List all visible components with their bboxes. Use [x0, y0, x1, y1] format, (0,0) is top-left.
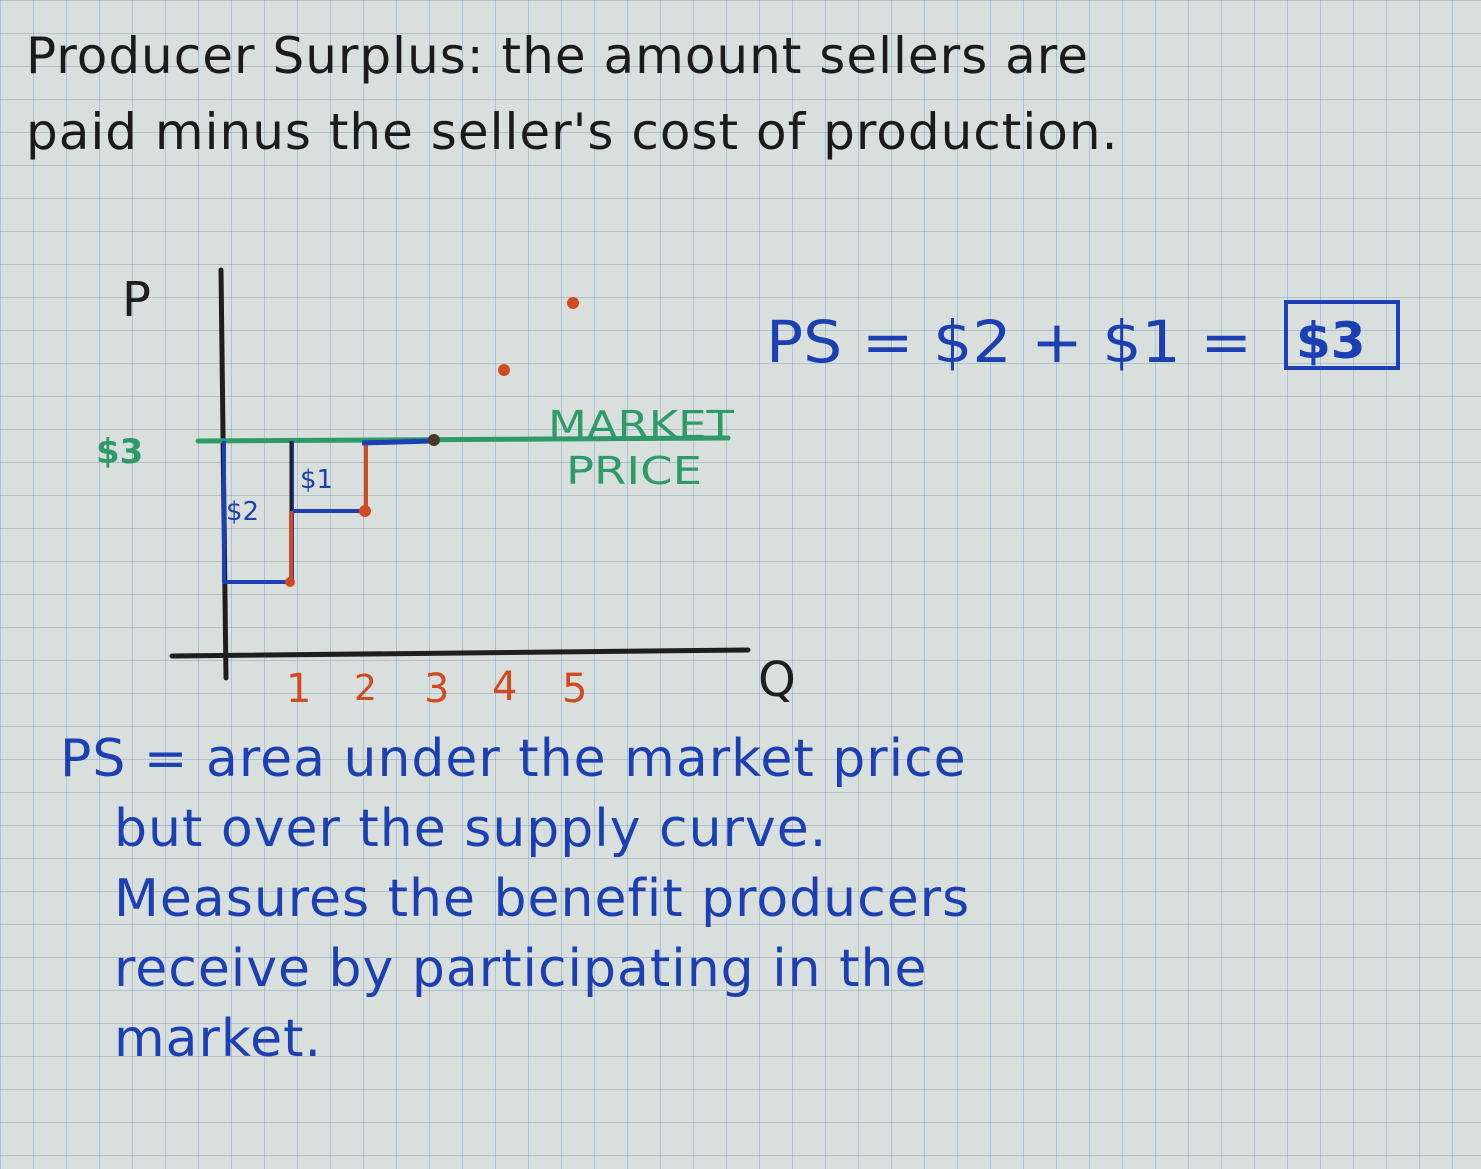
- definition-line-3: Measures the benefit producers: [114, 869, 971, 929]
- definition-line-2: but over the supply curve.: [114, 799, 828, 859]
- q-tick-4: 4: [492, 664, 517, 710]
- equation-result-box: [1284, 300, 1400, 370]
- q-tick-1: 1: [286, 666, 311, 712]
- market-price-line: [195, 435, 731, 444]
- supply-point-5: [567, 297, 579, 309]
- market-price-label-line-1: MARKET: [548, 403, 735, 447]
- q-tick-5: 5: [562, 666, 587, 712]
- supply-point-3: [428, 434, 440, 446]
- definition-line-1: PS = area under the market price: [60, 729, 967, 789]
- q-tick-2: 2: [354, 668, 377, 709]
- definition: PS = area under the market price but ove…: [60, 724, 1440, 1074]
- surplus-box-2-top: [361, 438, 433, 446]
- supply-point-2: [359, 505, 371, 517]
- x-axis-label: Q: [758, 652, 796, 708]
- surplus-box-2-label: $1: [300, 465, 333, 495]
- heading-line-1: Producer Surplus: the amount sellers are: [26, 27, 1090, 85]
- y-axis-label: P: [122, 272, 151, 328]
- heading: Producer Surplus: the amount sellers are…: [26, 18, 1466, 170]
- supply-point-4: [498, 364, 510, 376]
- heading-line-2: paid minus the seller's cost of producti…: [26, 103, 1119, 161]
- market-price-label-line-2: PRICE: [566, 449, 702, 493]
- definition-line-4: receive by participating in the: [114, 939, 928, 999]
- equation-text: PS = $2 + $1 =: [766, 308, 1252, 376]
- price-label: $3: [96, 432, 143, 472]
- supply-point-1: [285, 577, 295, 587]
- equation-result: $3: [1296, 312, 1366, 370]
- surplus-box-1-label: $2: [226, 497, 259, 527]
- x-axis: [169, 647, 751, 659]
- q-tick-3: 3: [424, 666, 449, 712]
- definition-line-5: market.: [114, 1009, 323, 1069]
